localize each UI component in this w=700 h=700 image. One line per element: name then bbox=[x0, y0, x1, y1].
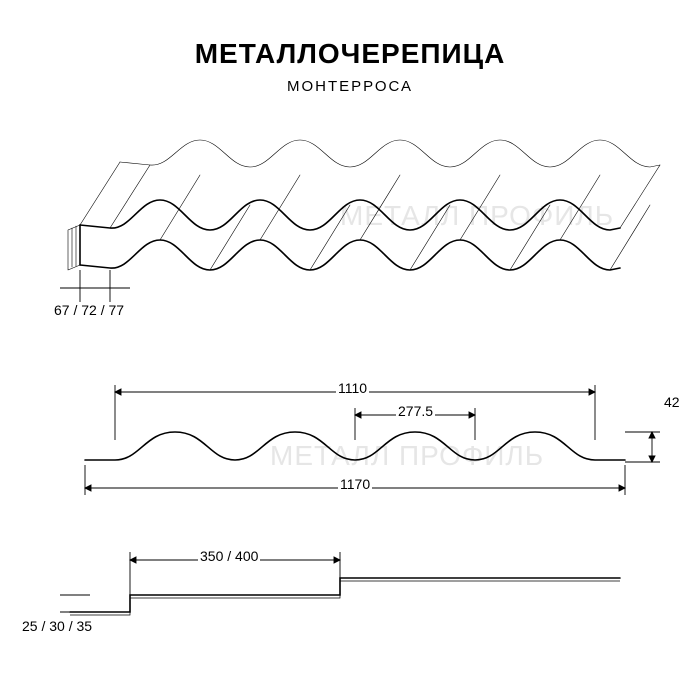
dim-step-height: 25 / 30 / 35 bbox=[20, 618, 94, 634]
dim-cover-width: 1110 bbox=[336, 380, 369, 396]
cross-section-view: 1110 277.5 1170 42 bbox=[0, 370, 700, 510]
dim-overall-width: 1170 bbox=[338, 476, 372, 492]
dim-module-width: 277.5 bbox=[396, 403, 435, 419]
page-subtitle: МОНТЕРРОСА bbox=[50, 78, 650, 95]
dim-wave-height: 42 bbox=[662, 394, 682, 410]
side-step-view: 350 / 400 25 / 30 / 35 bbox=[0, 540, 700, 650]
diagram-container: МЕТАЛЛОЧЕРЕПИЦА МОНТЕРРОСА МЕТАЛЛ ПРОФИЛ… bbox=[0, 0, 700, 700]
page-title: МЕТАЛЛОЧЕРЕПИЦА bbox=[50, 38, 650, 70]
isometric-view: 67 / 72 / 77 bbox=[0, 120, 700, 320]
dim-step-pitch: 350 / 400 bbox=[198, 548, 260, 564]
dim-iso-height: 67 / 72 / 77 bbox=[52, 302, 126, 318]
